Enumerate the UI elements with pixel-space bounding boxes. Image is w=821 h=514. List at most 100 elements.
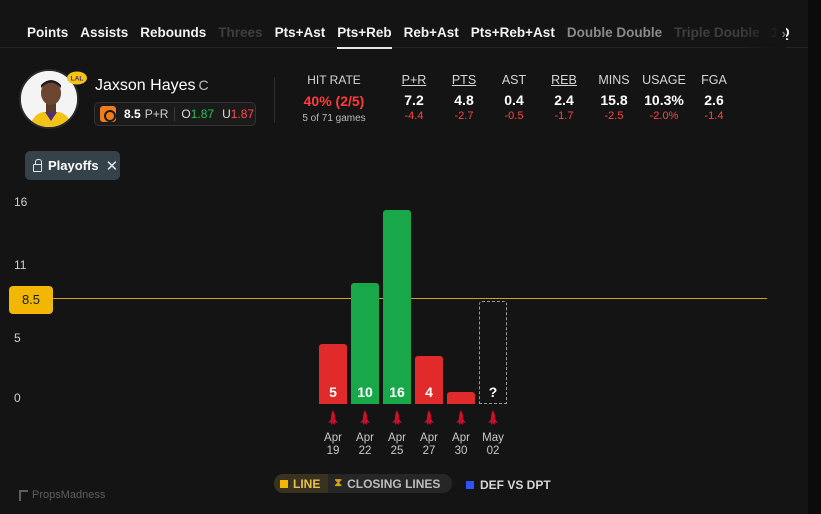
y-tick: 5 [14, 331, 21, 345]
x-tick-month: Apr [356, 432, 374, 444]
x-tick-day: 22 [358, 445, 372, 457]
x-tick-day: 27 [422, 445, 436, 457]
rockets-logo-icon [486, 410, 500, 426]
legend-line-label: LINE [293, 476, 321, 491]
rockets-logo-icon [358, 410, 372, 426]
playoffs-filter-chip[interactable]: Playoffs ✕ [25, 151, 120, 180]
stat-tabs: Points Assists Rebounds Threes Pts+Ast Pts+Re… [0, 18, 808, 49]
hit-rate-value: 40% (2/5) [303, 93, 365, 109]
tabs-fade [740, 18, 786, 48]
stat-diff: -4.4 [404, 110, 424, 122]
bar-pending[interactable] [479, 301, 507, 404]
rockets-logo-icon [390, 410, 404, 426]
page-scrollbar[interactable] [808, 0, 821, 514]
brand-watermark: PropsMadness [19, 489, 105, 501]
stat-fga: FGA 2.6 -1.4 [684, 71, 744, 122]
stat-pts: PTS 4.8 -2.7 [434, 71, 494, 122]
x-tick-day: 25 [390, 445, 404, 457]
stat-header: MINS [598, 73, 630, 87]
player-position: C [198, 77, 209, 93]
bar[interactable] [415, 355, 443, 404]
rockets-logo-icon [454, 410, 468, 426]
stat-header[interactable]: REB [551, 73, 577, 87]
y-tick: 11 [14, 258, 27, 272]
stat-diff: -2.0% [649, 110, 679, 122]
svg-text:LAL: LAL [71, 76, 84, 83]
tab-triple-double[interactable]: Triple Double [674, 24, 760, 40]
lakers-logo-icon: LAL [67, 71, 87, 85]
x-tick-label: May 02 [478, 432, 508, 458]
stat-header: AST [501, 73, 527, 87]
hourglass-icon: ⧗ [334, 477, 343, 489]
line-swatch [280, 479, 288, 488]
x-tick-day: 02 [486, 445, 500, 457]
stat-diff: -0.5 [504, 110, 524, 122]
tab-pts-reb-ast[interactable]: Pts+Reb+Ast [470, 24, 555, 40]
tab-pts-reb[interactable]: Pts+Reb [337, 18, 393, 49]
stat-value: 10.3% [644, 92, 684, 108]
stat-header: USAGE [642, 73, 686, 87]
player-name[interactable]: Jaxson Hayes [95, 77, 196, 94]
line-chip[interactable]: 8.5 P+R O1.87 U1.87 [94, 102, 256, 126]
legend-line-button[interactable]: LINE [274, 474, 329, 493]
x-tick-month: Apr [452, 432, 470, 444]
legend-closing-label: CLOSING LINES [347, 476, 441, 491]
bar-value-label: 10 [357, 384, 373, 400]
player-name-block: Jaxson Hayes C [95, 77, 209, 95]
brand-logo-icon [19, 489, 28, 501]
stat-value: 2.6 [704, 92, 724, 108]
tab-pts-ast[interactable]: Pts+Ast [274, 24, 326, 40]
x-tick-month: Apr [420, 432, 438, 444]
stat-ast: AST 0.4 -0.5 [484, 71, 544, 122]
x-tick-label: Apr 25 [382, 432, 412, 458]
x-tick-label: Apr 30 [446, 432, 476, 458]
tab-double-double[interactable]: Double Double [566, 24, 663, 40]
tab-reb-ast[interactable]: Reb+Ast [403, 24, 459, 40]
tab-assists[interactable]: Assists [80, 24, 129, 40]
over-odds[interactable]: O1.87 [181, 107, 215, 121]
y-tick: 16 [14, 195, 28, 209]
bar[interactable] [383, 210, 411, 404]
stat-diff: -1.4 [704, 110, 724, 122]
sportsbook-icon [100, 106, 116, 122]
bar[interactable] [447, 392, 475, 404]
hit-rate-label: HIT RATE [307, 73, 361, 87]
stat-reb: REB 2.4 -1.7 [534, 71, 594, 122]
legend-closing-button[interactable]: ⧗ CLOSING LINES [328, 474, 453, 493]
bar-value-label: 4 [425, 384, 433, 400]
stat-diff: -2.7 [454, 110, 474, 122]
stat-diff: -2.5 [604, 110, 624, 122]
tab-threes[interactable]: Threes [218, 24, 263, 40]
x-tick-month: May [482, 432, 504, 444]
stat-value: 2.4 [554, 92, 574, 108]
stat-value: 0.4 [504, 92, 524, 108]
filter-label: Playoffs [48, 158, 99, 173]
stat-header: FGA [701, 73, 727, 87]
close-icon[interactable]: ✕ [105, 157, 119, 175]
tab-rebounds[interactable]: Rebounds [140, 24, 207, 40]
chevron-right-icon[interactable]: › [781, 26, 786, 41]
x-tick-label: Apr 22 [350, 432, 380, 458]
under-odds[interactable]: U1.87 [222, 107, 255, 121]
stat-value: 4.8 [454, 92, 474, 108]
tab-points[interactable]: Points [27, 24, 69, 40]
line-stat: P+R [144, 107, 169, 121]
stat-header[interactable]: PTS [451, 73, 477, 87]
stat-value: 7.2 [404, 92, 424, 108]
legend-def-label: DEF VS DPT [480, 478, 551, 492]
stat-value: 15.8 [600, 92, 628, 108]
bar[interactable] [319, 343, 347, 404]
stat-header[interactable]: P+R [401, 73, 427, 87]
bar-value-label: 16 [389, 384, 405, 400]
bar[interactable] [351, 283, 379, 404]
hit-rate-sub: 5 of 71 games [302, 113, 366, 124]
x-tick-month: Apr [324, 432, 342, 444]
stat-diff: -1.7 [554, 110, 574, 122]
x-tick-label: Apr 27 [414, 432, 444, 458]
bar-value-label: ? [488, 384, 498, 400]
legend-def-vs-dpt[interactable]: DEF VS DPT [466, 478, 551, 492]
rockets-logo-icon [422, 410, 436, 426]
stat-usage: USAGE 10.3% -2.0% [634, 71, 694, 122]
chip-divider [174, 107, 176, 121]
legend-toggle: LINE ⧗ CLOSING LINES [274, 474, 453, 493]
